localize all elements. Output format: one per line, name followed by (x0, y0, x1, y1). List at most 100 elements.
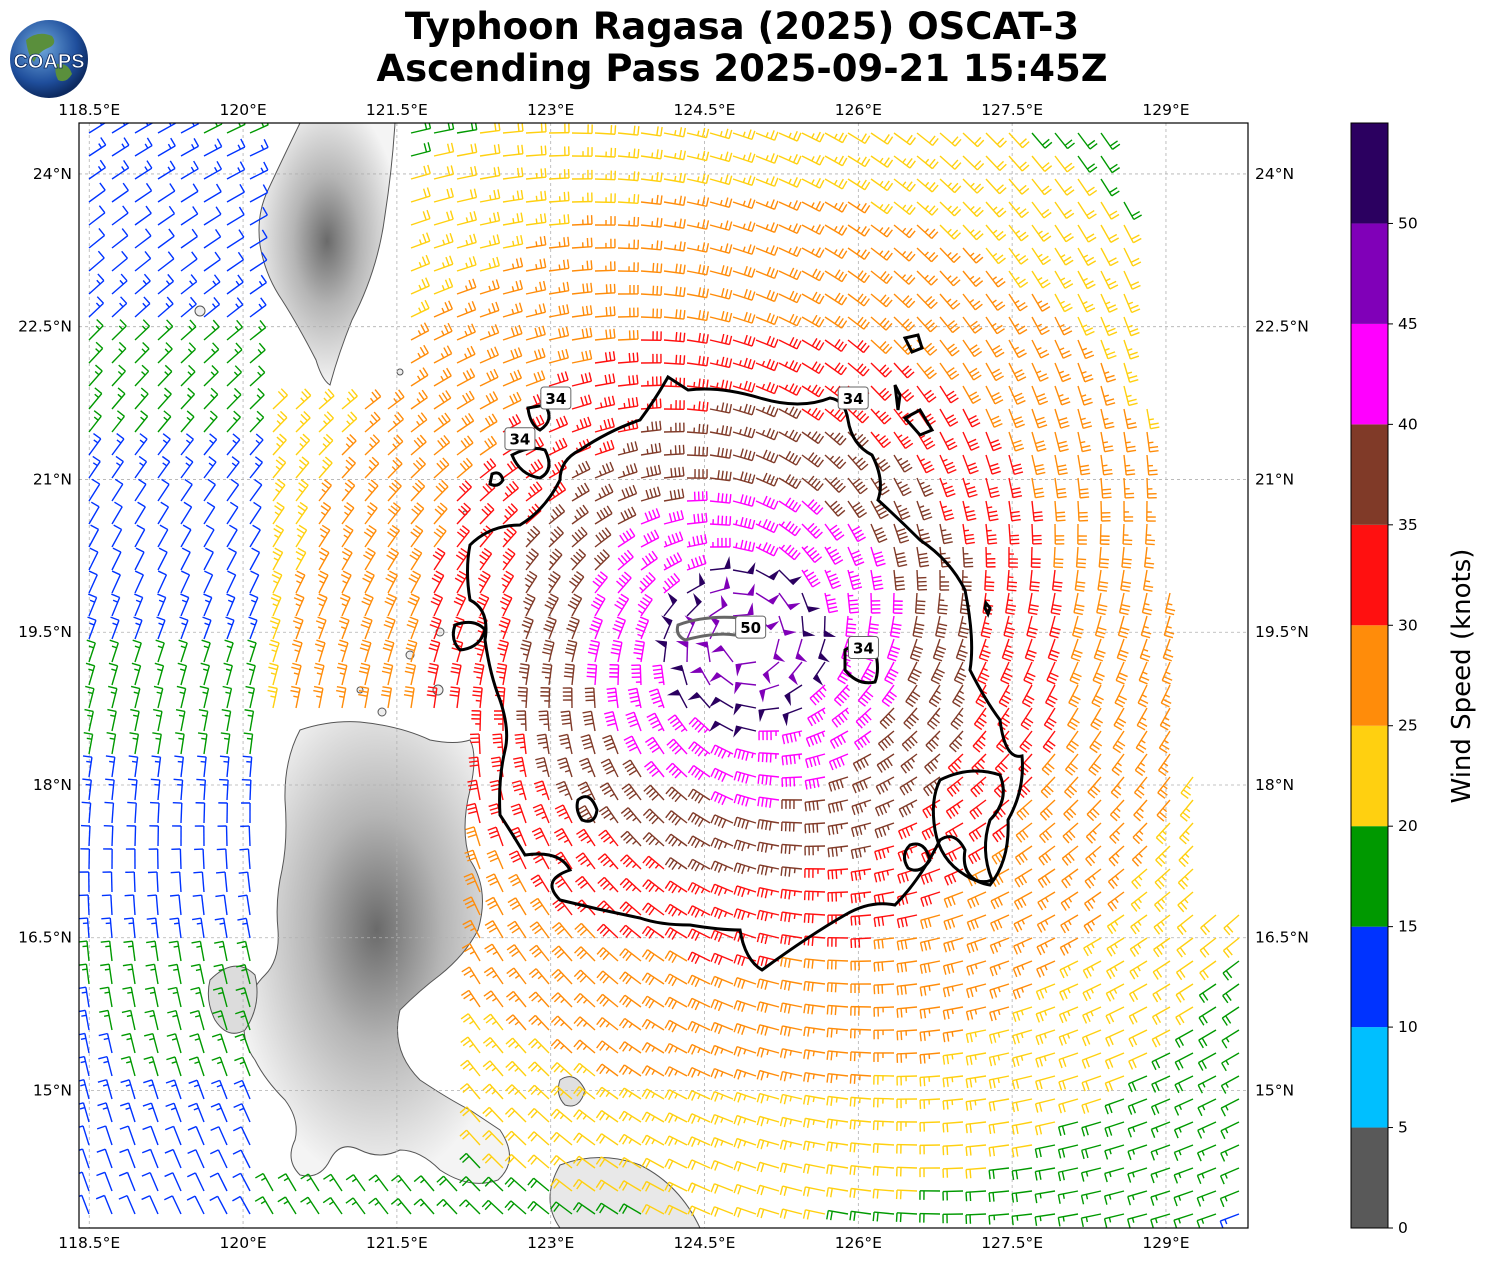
wind-barb (985, 316, 1005, 335)
wind-barb (804, 845, 826, 856)
wind-barb (525, 123, 547, 134)
wind-barb (1021, 684, 1035, 708)
wind-barb (755, 312, 779, 326)
wind-barb (686, 264, 710, 276)
wind-barb (642, 879, 665, 893)
wind-barb (530, 874, 550, 893)
wind-barb (646, 712, 665, 732)
wind-barb (780, 934, 803, 946)
wind-barb (801, 247, 825, 259)
colorbar-tick-label: 45 (1398, 315, 1418, 333)
wind-barb (180, 593, 190, 617)
wind-barb (1131, 868, 1148, 890)
wind-barb (1077, 523, 1087, 545)
lat-tick-label-left: 15°N (33, 1082, 72, 1100)
wind-barb (870, 592, 881, 614)
wind-barb (889, 615, 902, 638)
wind-barb (663, 332, 686, 343)
wind-barb (801, 314, 825, 328)
lon-tick-label-top: 124.5°E (674, 101, 736, 119)
wind-barb (663, 592, 678, 617)
wind-barb (756, 841, 780, 853)
colorbar-tick-label: 20 (1398, 817, 1418, 835)
wind-barb (755, 569, 780, 581)
lon-tick-label-top: 121.5°E (366, 101, 428, 119)
wind-barb (827, 868, 849, 880)
wind-barb (847, 247, 871, 260)
wind-barb (134, 228, 152, 249)
lon-tick-label-bottom: 123°E (527, 1234, 574, 1252)
wind-barb (1024, 638, 1037, 662)
wind-barb (1054, 500, 1066, 522)
wind-barb (548, 304, 570, 318)
wind-barb (193, 871, 205, 893)
wind-barb (710, 883, 734, 896)
wind-barb (1050, 592, 1062, 616)
wind-barb (387, 479, 402, 502)
wind-barb (1070, 638, 1083, 662)
wind-barb (663, 531, 684, 548)
wind-barb (456, 390, 475, 410)
wind-barb (617, 216, 640, 227)
wind-barb (594, 527, 612, 548)
wind-barb (805, 753, 826, 769)
wind-barb (755, 518, 779, 534)
wind-barb (870, 293, 893, 308)
wind-barb (157, 273, 175, 295)
wind-barb (617, 549, 634, 571)
wind-barb (203, 501, 216, 525)
samar-island (549, 1157, 701, 1228)
wind-barb (1089, 730, 1103, 754)
wind-barb (939, 569, 950, 591)
wind-barb (1077, 155, 1098, 173)
wind-barb (249, 138, 269, 157)
wind-barb (870, 270, 893, 285)
wind-barb (1041, 753, 1056, 776)
wind-barb (870, 201, 894, 215)
wind-barb (870, 569, 884, 591)
wind-barb (663, 510, 685, 525)
wind-barb (408, 570, 422, 594)
logo-text: COAPS (13, 51, 84, 73)
wind-barb (937, 592, 948, 615)
wind-barb (295, 456, 310, 479)
wind-barb (479, 211, 501, 226)
wind-barb (203, 274, 221, 295)
wind-barb (103, 824, 114, 847)
wind-barb (199, 685, 210, 709)
wind-barb (733, 885, 757, 898)
wind-barb (985, 431, 1002, 452)
wind-barb (111, 478, 124, 502)
wind-barb (88, 123, 107, 134)
wind-barb (1031, 523, 1042, 545)
wind-barb (640, 126, 663, 137)
wind-barb (805, 730, 826, 748)
wind-barb (272, 501, 285, 525)
wind-barb (732, 494, 756, 507)
wind-barb (190, 963, 205, 985)
wind-barb (157, 387, 172, 410)
wind-barb (433, 457, 450, 479)
wind-barb (203, 123, 223, 134)
wind-barb (957, 615, 970, 639)
wind-barb (1031, 385, 1049, 406)
wind-barb (874, 822, 895, 839)
wind-barb (1155, 822, 1171, 845)
wind-barb (1120, 569, 1132, 592)
colorbar-tick-label: 5 (1398, 1119, 1408, 1137)
wind-barb (1042, 730, 1056, 754)
wind-barb (433, 479, 449, 502)
wind-barb (1153, 937, 1171, 958)
wind-barb (462, 896, 481, 916)
wind-barb (757, 796, 780, 808)
wind-barb (847, 270, 871, 284)
wind-barb (952, 684, 965, 708)
wind-barb (1077, 385, 1093, 406)
wind-barb (709, 174, 733, 186)
wind-barb (180, 183, 199, 203)
wind-barb (893, 155, 916, 169)
wind-barb (130, 708, 140, 732)
wind-barb (985, 500, 999, 522)
wind-barb (318, 479, 332, 502)
wind-barb (644, 760, 665, 778)
